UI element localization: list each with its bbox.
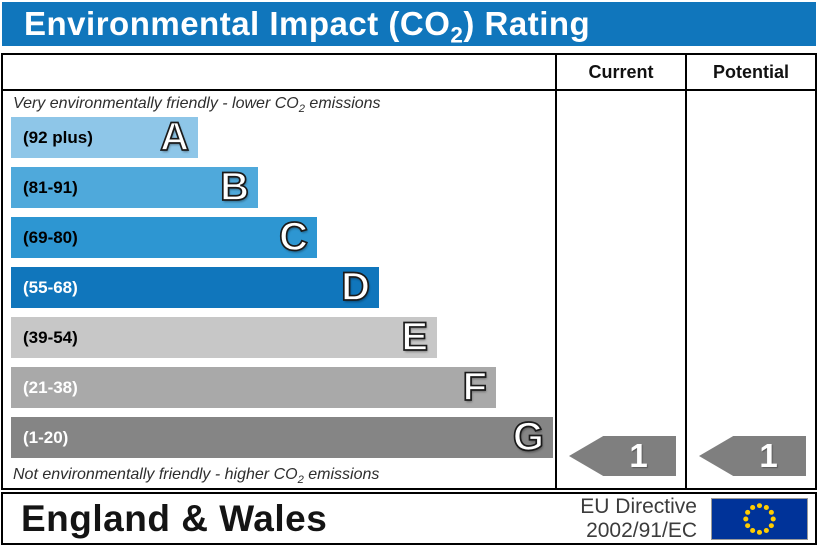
eu-flag-icon <box>711 497 808 540</box>
band-range-label: (1-20) <box>23 427 69 447</box>
bottom-annotation: Not environmentally friendly - higher CO… <box>13 466 380 487</box>
band-letter: B <box>219 164 250 209</box>
eu-directive-label: EU Directive 2002/91/EC <box>580 495 697 542</box>
rating-band-b: (81-91) B <box>11 164 258 209</box>
header-current: Current <box>555 55 685 91</box>
current-rating-arrow: 1 <box>569 436 676 476</box>
page-title: Environmental Impact (CO2) Rating <box>24 5 591 48</box>
potential-rating-arrow: 1 <box>699 436 806 476</box>
band-letter: G <box>512 414 545 459</box>
rating-band-e: (39-54) E <box>11 314 437 359</box>
header-spacer-cell <box>3 55 555 91</box>
title-bar: Environmental Impact (CO2) Rating <box>2 2 816 46</box>
band-letter: C <box>278 214 309 259</box>
footer-bar: England & Wales EU Directive 2002/91/EC <box>1 492 817 545</box>
rating-table: Current Potential Very environmentally f… <box>1 53 817 490</box>
potential-rating-value: 1 <box>759 437 778 474</box>
rating-band-f: (21-38) F <box>11 364 496 409</box>
band-letter: D <box>340 264 371 309</box>
band-range-label: (21-38) <box>23 377 78 397</box>
potential-column: 1 <box>685 91 815 488</box>
band-range-label: (39-54) <box>23 327 78 347</box>
bands: (92 plus) A (81-91) B (69-80) C (55-68) … <box>3 114 555 459</box>
band-chart-area: Very environmentally friendly - lower CO… <box>3 91 555 488</box>
header-potential: Potential <box>685 55 815 91</box>
band-letter: A <box>159 114 190 159</box>
band-range-label: (69-80) <box>23 227 78 247</box>
region-label: England & Wales <box>21 497 328 539</box>
band-range-label: (92 plus) <box>23 127 93 147</box>
rating-band-d: (55-68) D <box>11 264 379 309</box>
top-annotation: Very environmentally friendly - lower CO… <box>13 95 381 116</box>
rating-band-a: (92 plus) A <box>11 114 198 159</box>
rating-band-g: (1-20) G <box>11 414 553 459</box>
rating-band-c: (69-80) C <box>11 214 317 259</box>
current-rating-value: 1 <box>629 437 648 474</box>
band-range-label: (81-91) <box>23 177 78 197</box>
current-column: 1 <box>555 91 685 488</box>
band-letter: E <box>400 314 428 359</box>
band-letter: F <box>462 364 488 409</box>
band-range-label: (55-68) <box>23 277 78 297</box>
